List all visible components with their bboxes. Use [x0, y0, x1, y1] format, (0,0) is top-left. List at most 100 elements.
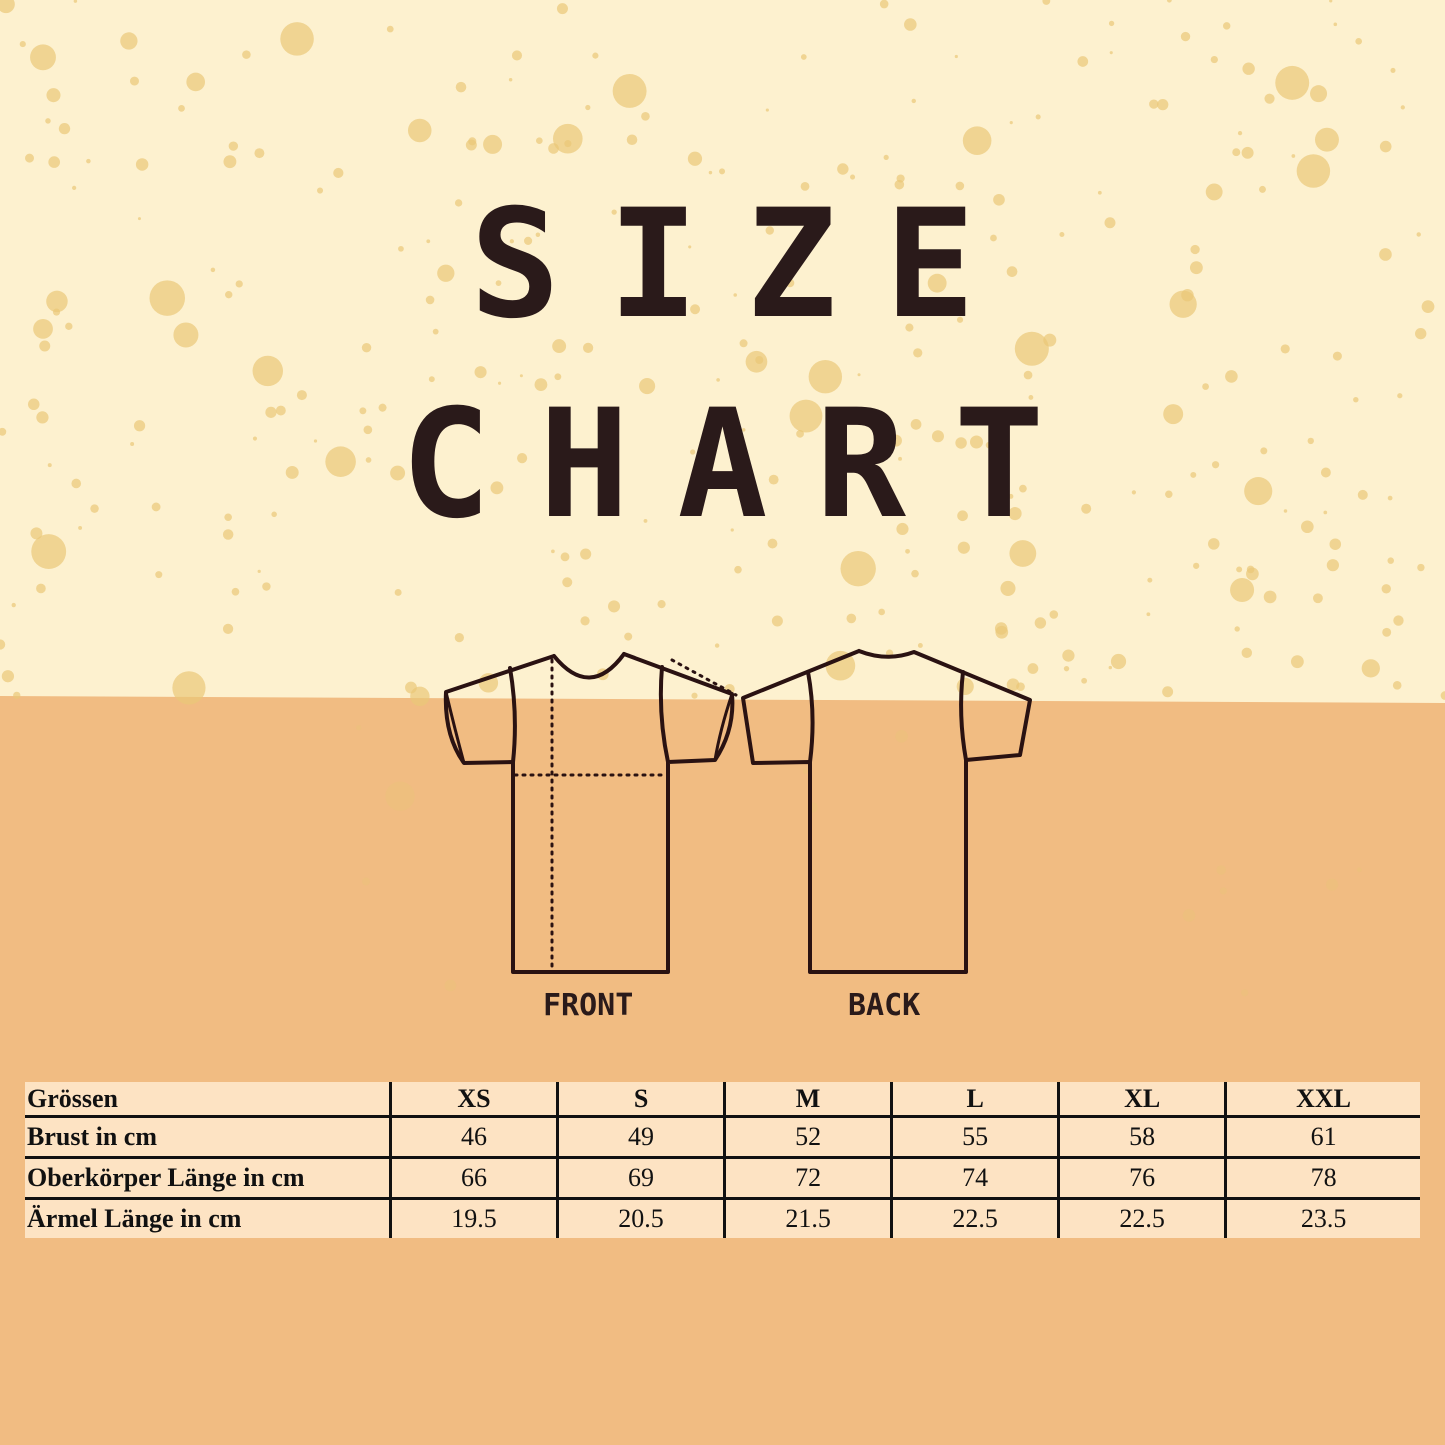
splatter-dot	[222, 623, 234, 635]
cell: 22.5	[890, 1197, 1059, 1238]
splatter-dot	[730, 528, 734, 532]
splatter-dot	[1081, 677, 1088, 684]
top-cream-area	[0, 0, 1445, 703]
cell: 49	[556, 1115, 725, 1158]
splatter-dot	[955, 437, 967, 449]
splatter-dot	[27, 398, 40, 411]
splatter-dot	[130, 441, 135, 446]
back-tshirt-diagram	[741, 649, 1032, 974]
splatter-dot	[1260, 447, 1268, 455]
splatter-dot	[262, 582, 271, 591]
splatter-dot	[891, 502, 896, 508]
splatter-dot	[11, 602, 16, 608]
splatter-dot	[385, 781, 415, 811]
splatter-dot	[1202, 383, 1209, 390]
splatter-dot	[1009, 121, 1013, 125]
splatter-dot	[1035, 114, 1041, 120]
splatter-dot	[551, 549, 555, 554]
splatter-dot	[378, 403, 387, 412]
splatter-dot	[719, 168, 726, 175]
splatter-dot	[879, 0, 889, 9]
splatter-dot	[639, 378, 656, 395]
splatter-dot	[562, 577, 573, 588]
splatter-dot	[252, 355, 284, 387]
splatter-dot	[452, 415, 462, 425]
splatter-dot	[1166, 0, 1172, 3]
cell: 52	[723, 1115, 892, 1158]
splatter-dot	[1181, 288, 1194, 302]
splatter-dot	[643, 518, 648, 523]
splatter-dot	[580, 548, 592, 560]
splatter-dot	[800, 54, 807, 60]
splatter-dot	[883, 154, 889, 161]
splatter-dot	[524, 236, 533, 245]
table-row: Ärmel Länge in cm 19.5 20.5 21.5 22.5 22…	[25, 1197, 1420, 1238]
splatter-dot	[490, 481, 504, 495]
splatter-dot	[904, 18, 917, 31]
splatter-dot	[688, 245, 692, 249]
splatter-dot	[1063, 665, 1070, 672]
splatter-dot	[361, 877, 370, 886]
cell: 55	[890, 1115, 1059, 1158]
splatter-dot	[1232, 148, 1241, 157]
splatter-dot	[691, 692, 698, 699]
splatter-dot	[1006, 678, 1020, 692]
splatter-dot	[611, 209, 617, 215]
cell: 58	[1057, 1115, 1226, 1158]
splatter-dot	[840, 550, 876, 587]
splatter-dot	[48, 156, 61, 168]
splatter-dot	[1059, 232, 1065, 238]
splatter-dot	[1234, 626, 1240, 632]
splatter-dot	[1163, 404, 1184, 425]
splatter-dot	[1356, 867, 1362, 873]
splatter-dot	[1180, 31, 1191, 42]
splatter-dot	[1147, 577, 1153, 583]
splatter-dot	[1310, 85, 1328, 103]
title-size: SIZE	[469, 178, 1024, 352]
splatter-dot	[1387, 495, 1393, 501]
row-label: Ärmel Länge in cm	[25, 1197, 391, 1238]
splatter-dot	[905, 323, 914, 332]
splatter-dot	[1382, 627, 1392, 637]
splatter-dot	[896, 522, 909, 536]
splatter-dot	[733, 293, 737, 297]
splatter-dot	[1165, 490, 1173, 498]
cell: 66	[388, 1156, 558, 1199]
header-cell: M	[723, 1082, 892, 1117]
splatter-dot	[1332, 351, 1342, 361]
splatter-dot	[275, 405, 286, 416]
table-row: Oberkörper Länge in cm 66 69 72 74 76 78	[25, 1156, 1420, 1199]
splatter-dot	[1241, 647, 1253, 659]
splatter-dot	[1225, 370, 1238, 383]
splatter-dot	[1189, 261, 1203, 275]
splatter-dot	[363, 425, 373, 435]
splatter-dot	[1326, 559, 1339, 572]
splatter-dot	[988, 444, 1001, 457]
splatter-dot	[1329, 538, 1342, 550]
splatter-dot	[1393, 615, 1404, 626]
splatter-dot	[612, 74, 647, 108]
splatter-dot	[878, 608, 885, 616]
splatter-dot	[0, 0, 15, 14]
header-cell: XS	[388, 1082, 558, 1117]
splatter-dot	[390, 465, 406, 481]
splatter-dot	[46, 88, 61, 103]
splatter-dot	[911, 98, 916, 104]
splatter-dot	[1296, 154, 1331, 188]
splatter-dot	[242, 50, 251, 59]
splatter-dot	[785, 278, 795, 288]
splatter-dot	[1246, 565, 1255, 574]
splatter-dot	[149, 280, 186, 316]
splatter-dot	[917, 643, 923, 648]
splatter-dot	[560, 552, 570, 562]
splatter-dot	[426, 239, 431, 244]
splatter-dot	[36, 583, 46, 594]
splatter-dot	[19, 41, 26, 48]
splatter-dot	[254, 148, 265, 159]
splatter-dot	[771, 615, 783, 627]
splatter-dot	[1241, 989, 1249, 997]
splatter-dot	[1023, 370, 1033, 380]
title-chart: CHART	[400, 378, 1093, 552]
splatter-dot	[1421, 300, 1435, 314]
splatter-dot	[465, 139, 477, 151]
